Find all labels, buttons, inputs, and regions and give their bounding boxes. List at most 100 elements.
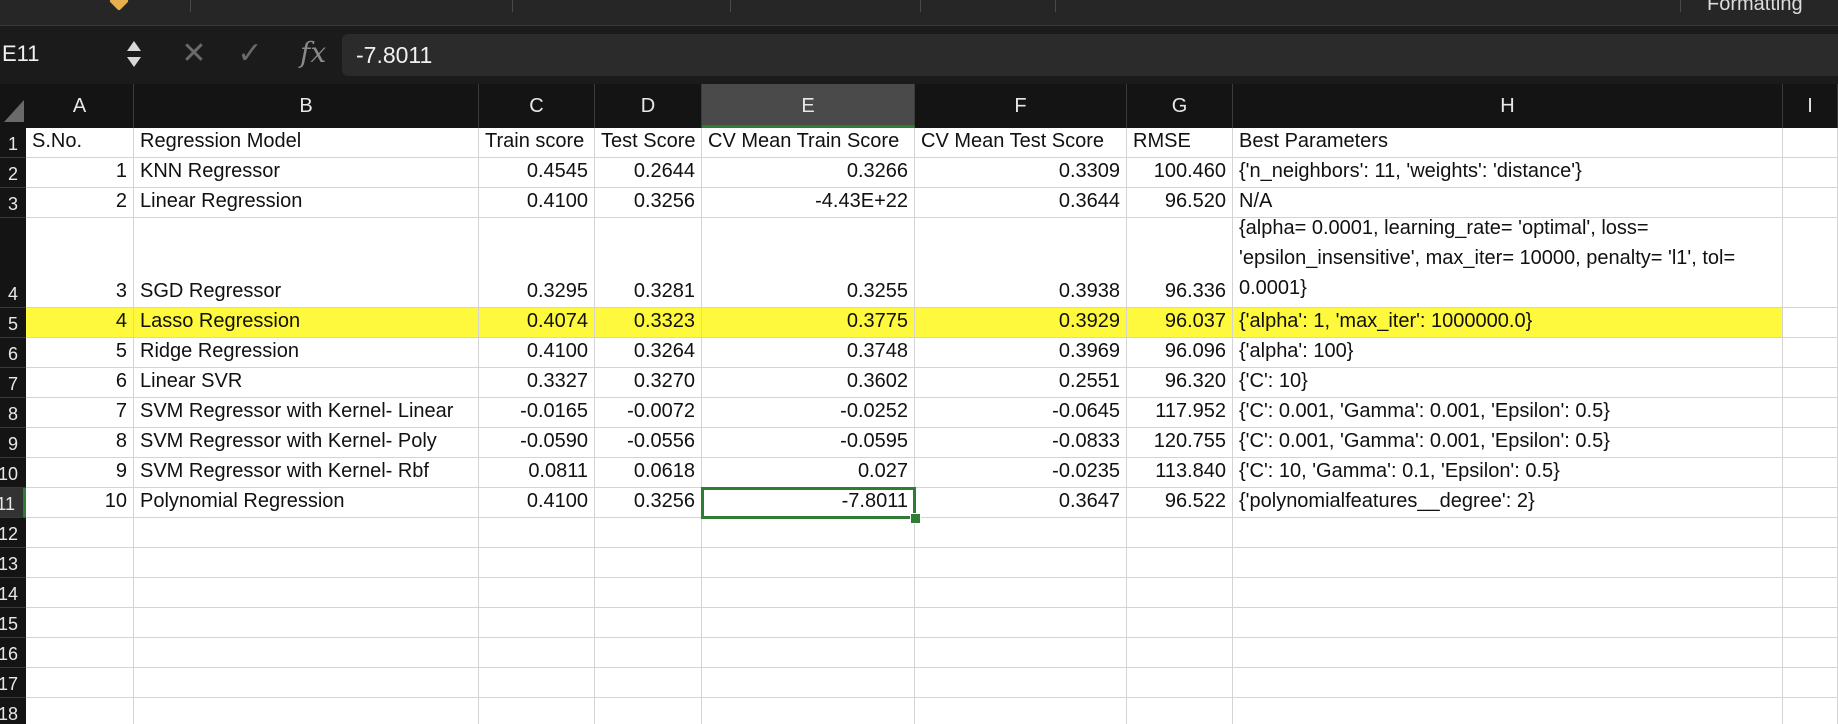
cell-d8[interactable]: -0.0072 <box>595 398 702 428</box>
cell-g8[interactable]: 117.952 <box>1127 398 1233 428</box>
cell-h17[interactable] <box>1233 668 1783 698</box>
cell-h1[interactable]: Best Parameters <box>1233 128 1783 158</box>
function-icon[interactable]: fx <box>300 36 327 69</box>
cell-h5[interactable]: {'alpha': 1, 'max_iter': 1000000.0} <box>1233 308 1783 338</box>
cell-d18[interactable] <box>595 698 702 724</box>
cell-f10[interactable]: -0.0235 <box>915 458 1127 488</box>
cell-g15[interactable] <box>1127 608 1233 638</box>
cell-a12[interactable] <box>26 518 134 548</box>
cell-e6[interactable]: 0.3748 <box>702 338 915 368</box>
cell-d1[interactable]: Test Score <box>595 128 702 158</box>
cell-b6[interactable]: Ridge Regression <box>134 338 479 368</box>
cell-a4[interactable]: 3 <box>26 218 134 308</box>
cell-a13[interactable] <box>26 548 134 578</box>
cell-g17[interactable] <box>1127 668 1233 698</box>
cell-g1[interactable]: RMSE <box>1127 128 1233 158</box>
column-header-g[interactable]: G <box>1127 84 1233 128</box>
cell-a3[interactable]: 2 <box>26 188 134 218</box>
cell-c1[interactable]: Train score <box>479 128 595 158</box>
cell-e14[interactable] <box>702 578 915 608</box>
cell-b2[interactable]: KNN Regressor <box>134 158 479 188</box>
cell-h2[interactable]: {'n_neighbors': 11, 'weights': 'distance… <box>1233 158 1783 188</box>
cell-i10[interactable] <box>1783 458 1838 488</box>
cell-f3[interactable]: 0.3644 <box>915 188 1127 218</box>
cell-e7[interactable]: 0.3602 <box>702 368 915 398</box>
cell-a5[interactable]: 4 <box>26 308 134 338</box>
cell-d7[interactable]: 0.3270 <box>595 368 702 398</box>
cell-i12[interactable] <box>1783 518 1838 548</box>
cell-e2[interactable]: 0.3266 <box>702 158 915 188</box>
cell-d15[interactable] <box>595 608 702 638</box>
cell-f14[interactable] <box>915 578 1127 608</box>
cell-i9[interactable] <box>1783 428 1838 458</box>
cell-d5[interactable]: 0.3323 <box>595 308 702 338</box>
cell-f11[interactable]: 0.3647 <box>915 488 1127 518</box>
cell-a18[interactable] <box>26 698 134 724</box>
column-header-e[interactable]: E <box>702 84 915 128</box>
cell-f16[interactable] <box>915 638 1127 668</box>
cell-h4[interactable]: {alpha= 0.0001, learning_rate= 'optimal'… <box>1233 217 1783 308</box>
cell-f5[interactable]: 0.3929 <box>915 308 1127 338</box>
row-header-11[interactable]: 11 <box>0 488 26 518</box>
cell-i16[interactable] <box>1783 638 1838 668</box>
cell-g4[interactable]: 96.336 <box>1127 218 1233 308</box>
cell-h15[interactable] <box>1233 608 1783 638</box>
row-header-6[interactable]: 6 <box>0 338 26 368</box>
cell-e5[interactable]: 0.3775 <box>702 308 915 338</box>
cell-b5[interactable]: Lasso Regression <box>134 308 479 338</box>
cell-h16[interactable] <box>1233 638 1783 668</box>
cell-f17[interactable] <box>915 668 1127 698</box>
cell-g13[interactable] <box>1127 548 1233 578</box>
cell-c2[interactable]: 0.4545 <box>479 158 595 188</box>
cell-d14[interactable] <box>595 578 702 608</box>
cell-e15[interactable] <box>702 608 915 638</box>
row-header-18[interactable]: 18 <box>0 698 26 724</box>
cell-h13[interactable] <box>1233 548 1783 578</box>
cell-g6[interactable]: 96.096 <box>1127 338 1233 368</box>
cell-b11[interactable]: Polynomial Regression <box>134 488 479 518</box>
cell-i6[interactable] <box>1783 338 1838 368</box>
cell-c6[interactable]: 0.4100 <box>479 338 595 368</box>
cell-h3[interactable]: N/A <box>1233 188 1783 218</box>
cell-e16[interactable] <box>702 638 915 668</box>
cell-b15[interactable] <box>134 608 479 638</box>
row-header-13[interactable]: 13 <box>0 548 26 578</box>
pencil-icon[interactable] <box>109 0 129 11</box>
cell-f8[interactable]: -0.0645 <box>915 398 1127 428</box>
cell-a7[interactable]: 6 <box>26 368 134 398</box>
formatting-button[interactable]: Formatting <box>1707 0 1803 15</box>
cell-d3[interactable]: 0.3256 <box>595 188 702 218</box>
cell-c16[interactable] <box>479 638 595 668</box>
cell-a9[interactable]: 8 <box>26 428 134 458</box>
cell-i18[interactable] <box>1783 698 1838 724</box>
cell-e10[interactable]: 0.027 <box>702 458 915 488</box>
cell-g12[interactable] <box>1127 518 1233 548</box>
name-box-stepper[interactable] <box>124 35 144 73</box>
cell-g5[interactable]: 96.037 <box>1127 308 1233 338</box>
column-header-f[interactable]: F <box>915 84 1127 128</box>
row-header-2[interactable]: 2 <box>0 158 26 188</box>
cell-e12[interactable] <box>702 518 915 548</box>
cell-a10[interactable]: 9 <box>26 458 134 488</box>
cell-a1[interactable]: S.No. <box>26 128 134 158</box>
row-header-8[interactable]: 8 <box>0 398 26 428</box>
cell-d10[interactable]: 0.0618 <box>595 458 702 488</box>
cell-h18[interactable] <box>1233 698 1783 724</box>
cell-e9[interactable]: -0.0595 <box>702 428 915 458</box>
row-header-4[interactable]: 4 <box>0 218 26 308</box>
column-header-i[interactable]: I <box>1783 84 1838 128</box>
cell-i3[interactable] <box>1783 188 1838 218</box>
cell-i4[interactable] <box>1783 218 1838 308</box>
name-box[interactable]: E11 <box>2 41 40 66</box>
cell-a17[interactable] <box>26 668 134 698</box>
cancel-icon[interactable]: ✕ <box>181 37 207 70</box>
cell-f1[interactable]: CV Mean Test Score <box>915 128 1127 158</box>
cell-g14[interactable] <box>1127 578 1233 608</box>
cell-b10[interactable]: SVM Regressor with Kernel- Rbf <box>134 458 479 488</box>
cell-f9[interactable]: -0.0833 <box>915 428 1127 458</box>
cell-b17[interactable] <box>134 668 479 698</box>
cell-a11[interactable]: 10 <box>26 488 134 518</box>
cell-c13[interactable] <box>479 548 595 578</box>
column-header-h[interactable]: H <box>1233 84 1783 128</box>
fill-handle[interactable] <box>910 513 921 524</box>
